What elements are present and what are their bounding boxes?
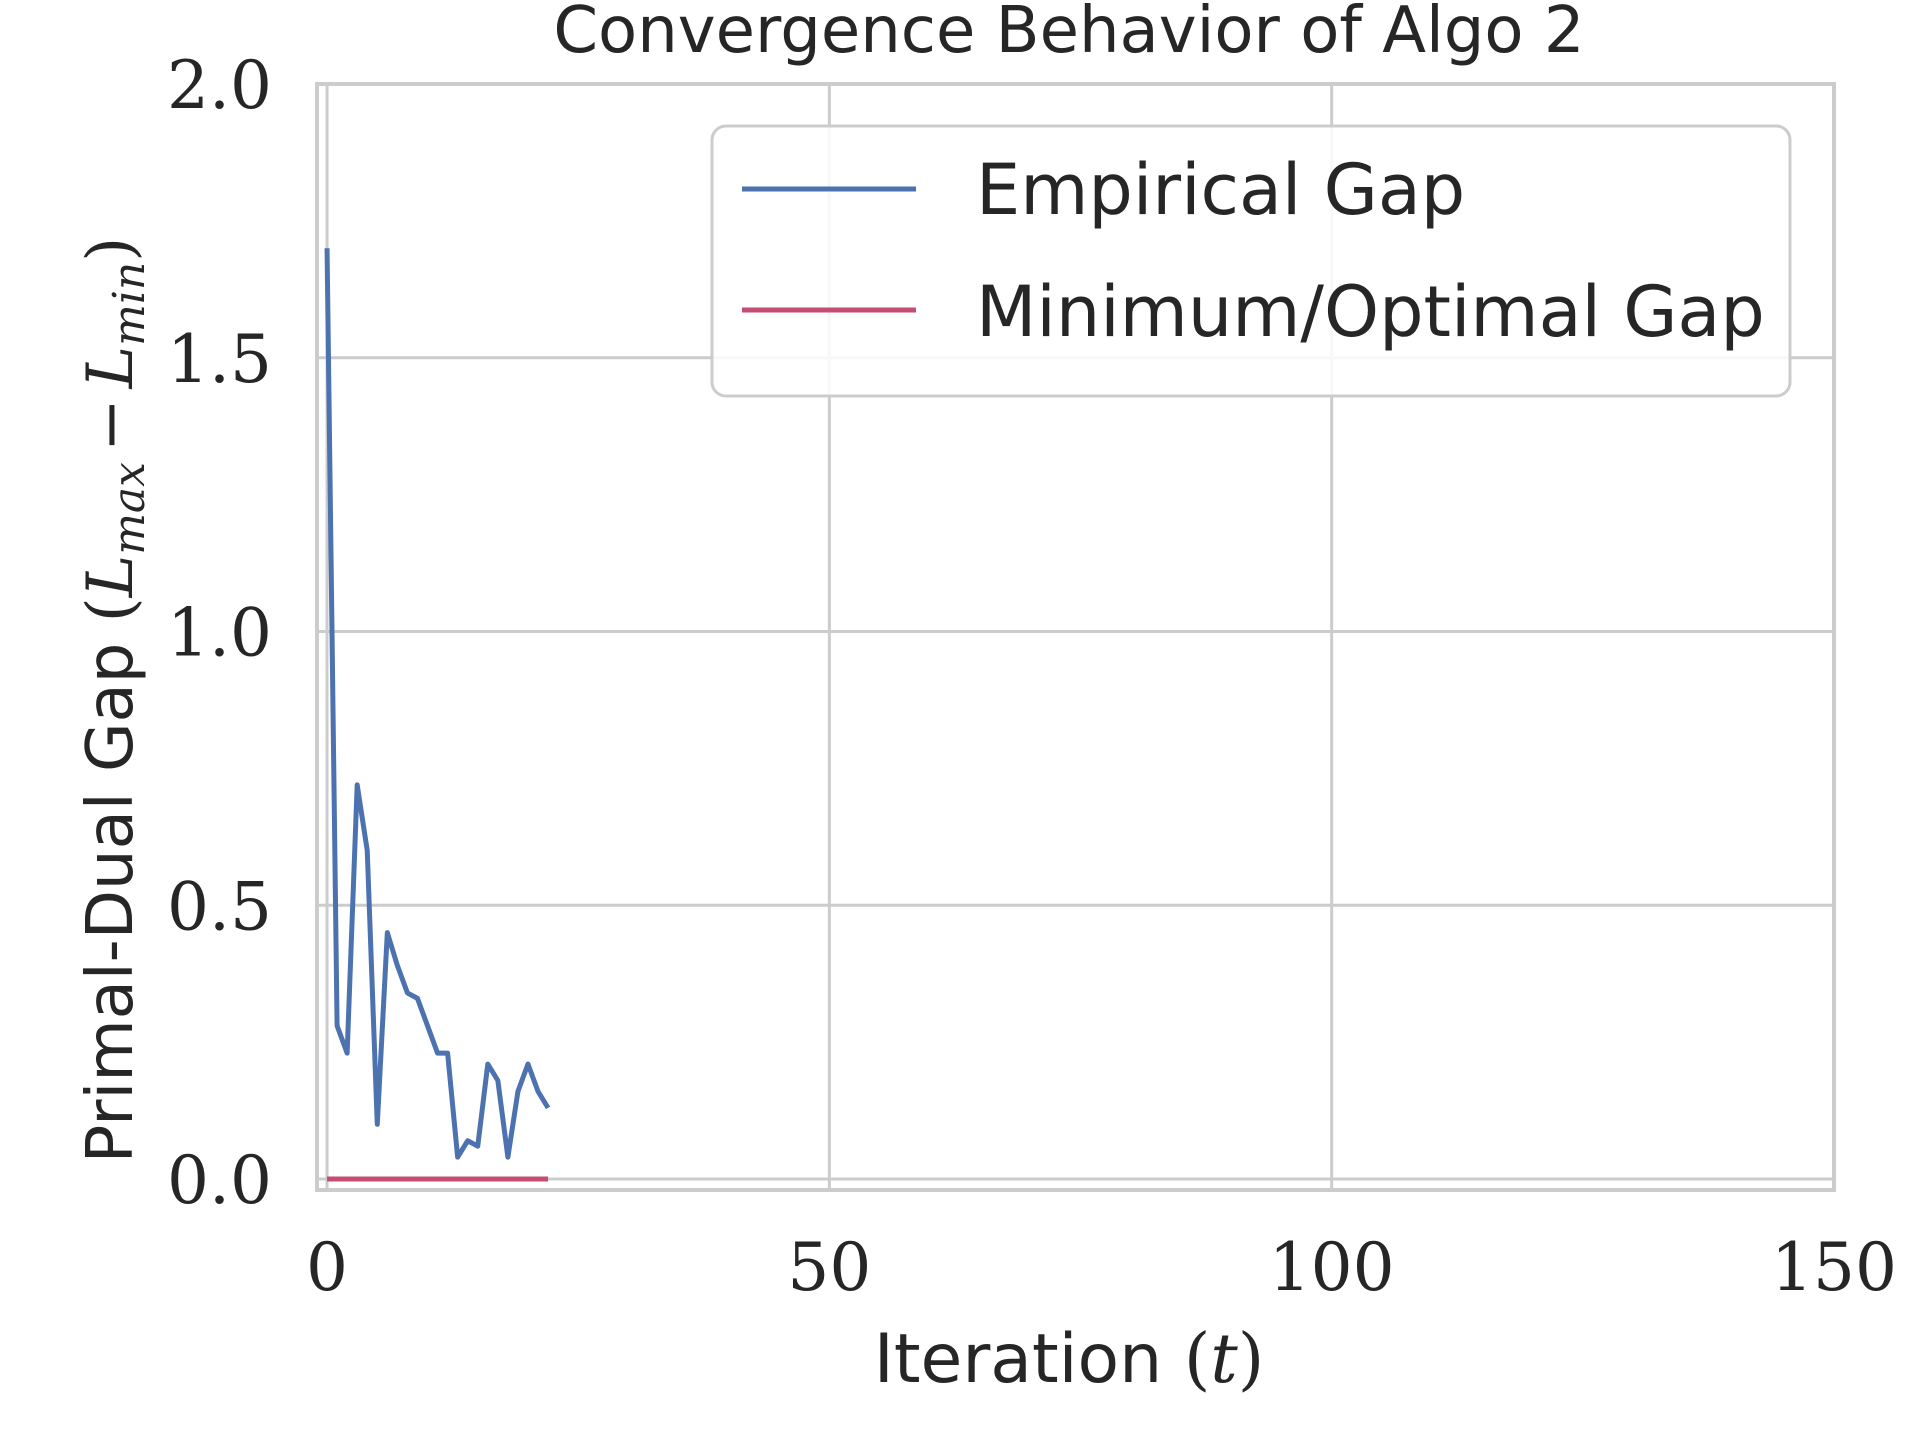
y-tick-label: 2.0 <box>167 47 272 124</box>
y-axis-label: Primal-Dual Gap (Lmax−Lmin) <box>74 237 155 1163</box>
y-tick-label: 0.5 <box>167 868 272 945</box>
y-axis-label-l1: L <box>74 555 148 599</box>
x-axis-label-text: Iteration <box>874 1320 1184 1399</box>
y-axis-label-sub2: min <box>104 262 155 346</box>
x-tick-label: 150 <box>1771 1229 1897 1306</box>
legend: Empirical Gap Minimum/Optimal Gap <box>710 124 1792 398</box>
series-line-empirical-gap <box>324 248 551 1160</box>
y-axis-label-text: Primal-Dual Gap <box>74 622 148 1163</box>
y-axis-label-minus: − <box>74 398 148 452</box>
chart-title: Convergence Behavior of Algo 2 <box>553 0 1584 68</box>
x-axis-label-close: ) <box>1238 1320 1265 1399</box>
y-axis-label-close: ) <box>74 237 148 262</box>
x-tick-label: 50 <box>787 1229 871 1306</box>
y-axis-label-sub1: max <box>104 462 155 555</box>
y-tick-label: 1.0 <box>167 595 272 672</box>
y-axis-label-l2: L <box>74 346 148 390</box>
plot-frame <box>315 82 1836 1192</box>
series-layer <box>324 248 551 1182</box>
legend-box <box>710 124 1792 398</box>
x-axis-label: Iteration (t) <box>874 1320 1264 1399</box>
legend-label-minimum-optimal-gap: Minimum/Optimal Gap <box>976 271 1765 353</box>
y-tick-label: 0.0 <box>167 1142 272 1219</box>
legend-label-empirical-gap: Empirical Gap <box>976 149 1465 231</box>
x-axis-label-var: t <box>1210 1320 1238 1399</box>
x-axis-label-open: ( <box>1184 1320 1211 1399</box>
y-tick-label: 1.5 <box>167 321 272 398</box>
y-axis-label-group: Primal-Dual Gap (Lmax−Lmin) <box>74 237 155 1163</box>
y-tick-labels: 0.0 0.5 1.0 1.5 2.0 <box>167 47 272 1219</box>
x-tick-labels: 0 50 100 150 <box>306 1229 1897 1306</box>
y-axis-label-open: ( <box>74 597 148 622</box>
x-tick-label: 100 <box>1269 1229 1395 1306</box>
x-tick-label: 0 <box>306 1229 348 1306</box>
